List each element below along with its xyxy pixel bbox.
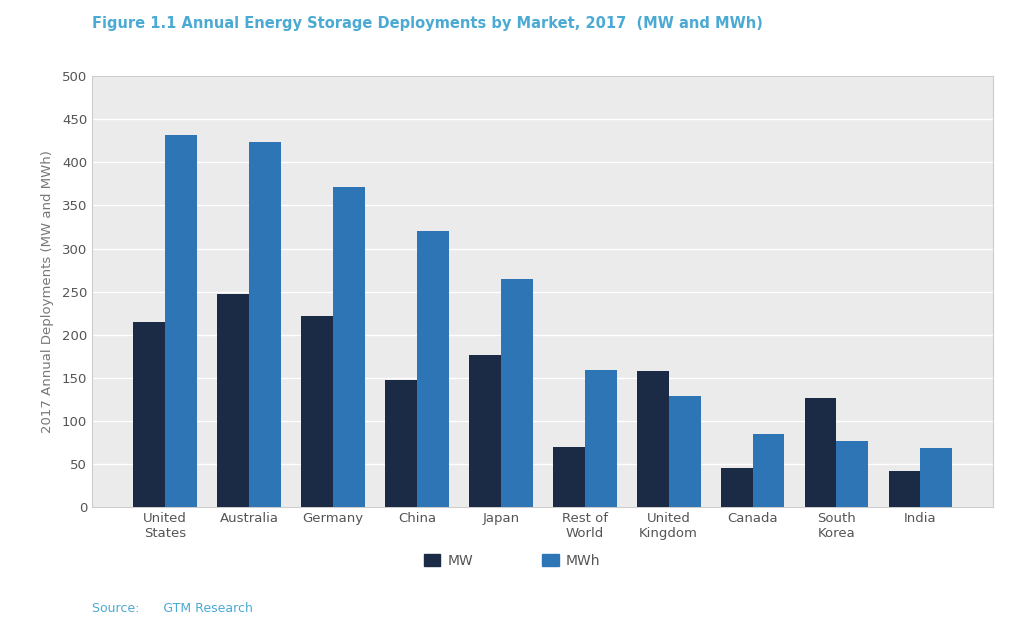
Y-axis label: 2017 Annual Deployments (MW and MWh): 2017 Annual Deployments (MW and MWh) — [41, 150, 53, 433]
Bar — [469, 356, 501, 507]
Bar — [637, 371, 669, 507]
Bar — [333, 187, 365, 507]
Bar — [249, 143, 281, 507]
Bar — [385, 380, 417, 507]
Bar — [585, 370, 616, 507]
Bar — [165, 134, 197, 507]
Legend: MW, MWh: MW, MWh — [418, 548, 606, 573]
Bar — [553, 447, 585, 507]
Bar — [301, 316, 333, 507]
Bar — [669, 396, 700, 507]
Text: Figure 1.1 Annual Energy Storage Deployments by Market, 2017  (MW and MWh): Figure 1.1 Annual Energy Storage Deploym… — [92, 16, 763, 31]
Bar — [501, 279, 532, 507]
Bar — [921, 448, 952, 507]
Bar — [837, 441, 868, 507]
Bar — [753, 434, 784, 507]
Bar — [721, 469, 753, 507]
Text: Source:      GTM Research: Source: GTM Research — [92, 602, 253, 615]
Bar — [133, 322, 165, 507]
Bar — [217, 294, 249, 507]
Bar — [805, 398, 837, 507]
Bar — [889, 471, 921, 507]
Bar — [417, 231, 449, 507]
